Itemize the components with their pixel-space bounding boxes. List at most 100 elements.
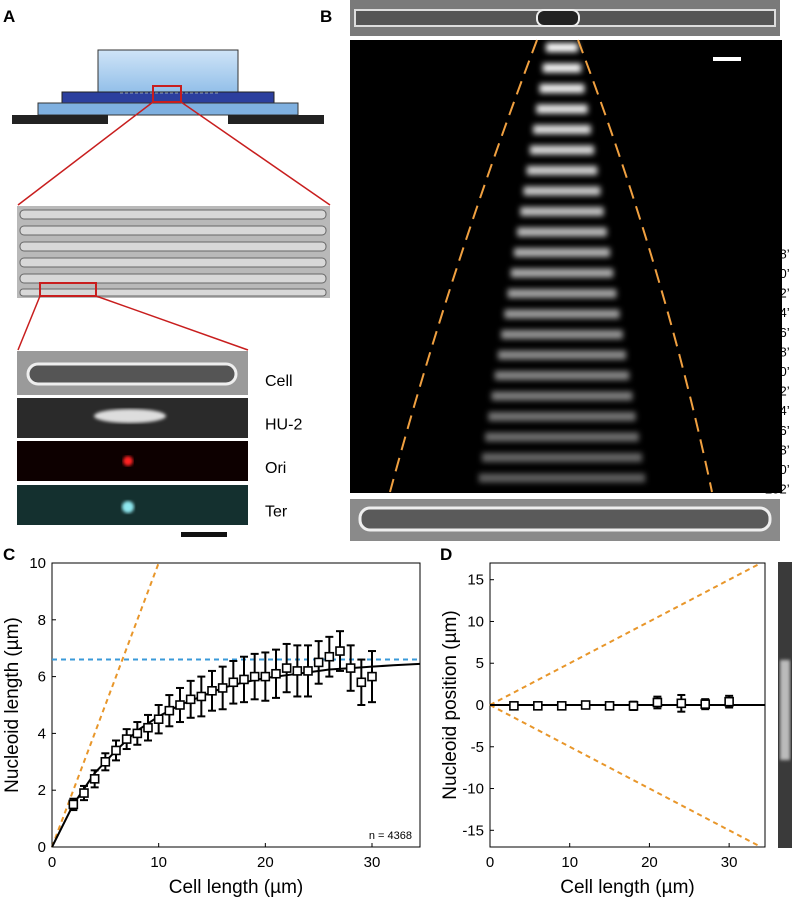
time-label: 96’ <box>765 227 782 242</box>
x-tick-label: 30 <box>364 854 381 871</box>
time-label: 24’ <box>765 109 782 124</box>
panel-label: B <box>320 7 332 26</box>
marker <box>79 788 89 798</box>
kymo-band <box>517 227 607 237</box>
kymo-band <box>523 186 601 196</box>
time-label: 132’ <box>765 286 790 301</box>
marker <box>652 697 663 708</box>
marker <box>313 657 324 668</box>
kymo-band <box>507 289 617 298</box>
y-tick-label: 0 <box>476 697 484 714</box>
channel-label: Cell <box>265 373 293 390</box>
time-label: 216’ <box>765 423 790 438</box>
kymo-band <box>478 473 646 483</box>
marker <box>121 734 132 744</box>
y-tick-label: 6 <box>38 669 46 686</box>
time-label: 156’ <box>765 325 790 340</box>
y-tick-label: 10 <box>467 613 484 630</box>
x-tick-label: 0 <box>48 854 56 871</box>
marker <box>249 671 260 682</box>
marker <box>185 694 196 705</box>
marker <box>281 663 292 673</box>
marker <box>143 722 153 733</box>
time-label: 84’ <box>765 207 782 222</box>
marker <box>367 671 377 682</box>
y-axis-label: Nucleoid position (µm) <box>440 610 461 799</box>
kymo-band <box>510 268 614 278</box>
time-label: 192’ <box>765 384 790 399</box>
time-label: 48’ <box>765 148 782 163</box>
marker <box>207 685 217 696</box>
channel-label: HU-2 <box>265 417 302 434</box>
marker <box>335 646 345 656</box>
kymo-band <box>520 207 604 216</box>
kymo-band <box>533 125 591 134</box>
marker <box>533 701 543 711</box>
time-label: 0’ <box>765 70 775 85</box>
marker <box>676 698 687 709</box>
y-tick-label: -15 <box>462 822 484 839</box>
marker <box>164 705 175 716</box>
time-label: 120’ <box>765 266 790 281</box>
time-label: 144’ <box>765 305 790 320</box>
x-axis-label: Cell length (µm) <box>560 877 694 898</box>
marker <box>604 701 615 711</box>
marker <box>345 663 356 673</box>
x-tick-label: 10 <box>150 854 167 871</box>
marker <box>217 683 228 693</box>
time-label: 108’ <box>765 246 790 261</box>
kymo-band <box>514 248 610 257</box>
line <box>489 562 762 706</box>
kymo-band <box>501 330 623 339</box>
kymo-band <box>482 453 642 462</box>
marker <box>196 691 207 702</box>
time-label: 72’ <box>765 188 782 203</box>
x-tick-label: 20 <box>257 854 274 871</box>
marker <box>89 774 100 784</box>
marker <box>260 671 271 682</box>
marker <box>292 666 303 676</box>
panel-b-art <box>350 0 782 541</box>
time-label: 60’ <box>765 168 782 183</box>
y-tick-label: 4 <box>38 725 46 742</box>
x-axis-label: Cell length (µm) <box>169 877 303 898</box>
y-tick-label: -10 <box>462 781 484 798</box>
marker <box>228 677 239 688</box>
marker <box>175 700 185 710</box>
kymo-band <box>504 309 620 319</box>
x-tick-label: 10 <box>561 854 578 871</box>
marker <box>509 701 519 711</box>
line <box>51 662 421 848</box>
panel-label: D <box>440 545 452 564</box>
x-tick-label: 20 <box>641 854 658 871</box>
marker <box>303 666 313 676</box>
marker <box>239 674 249 685</box>
time-label: 12’ <box>765 90 782 105</box>
marker <box>100 756 111 767</box>
kymo-band <box>526 166 598 175</box>
channel-label: Ori <box>265 460 286 477</box>
kymo-band <box>536 104 588 114</box>
marker <box>724 696 734 707</box>
marker <box>68 799 79 810</box>
marker <box>132 728 143 739</box>
kymo-band <box>539 84 585 93</box>
y-tick-label: -5 <box>471 739 484 756</box>
time-label: 240’ <box>765 462 790 477</box>
kymo-band <box>498 350 626 360</box>
kymo-band <box>485 432 639 442</box>
y-tick-label: 15 <box>467 572 484 589</box>
x-tick-label: 30 <box>721 854 738 871</box>
nucleoid-signal <box>780 660 790 760</box>
line <box>489 704 762 848</box>
annotation: n = 4368 <box>369 830 412 842</box>
y-tick-label: 5 <box>476 655 484 672</box>
line <box>51 562 160 848</box>
panel-label: A <box>3 7 15 26</box>
y-tick-label: 2 <box>38 782 46 799</box>
time-label: 168’ <box>765 344 790 359</box>
x-tick-label: 0 <box>486 854 494 871</box>
channel-label: Ter <box>265 504 288 521</box>
kymo-band <box>491 391 633 401</box>
